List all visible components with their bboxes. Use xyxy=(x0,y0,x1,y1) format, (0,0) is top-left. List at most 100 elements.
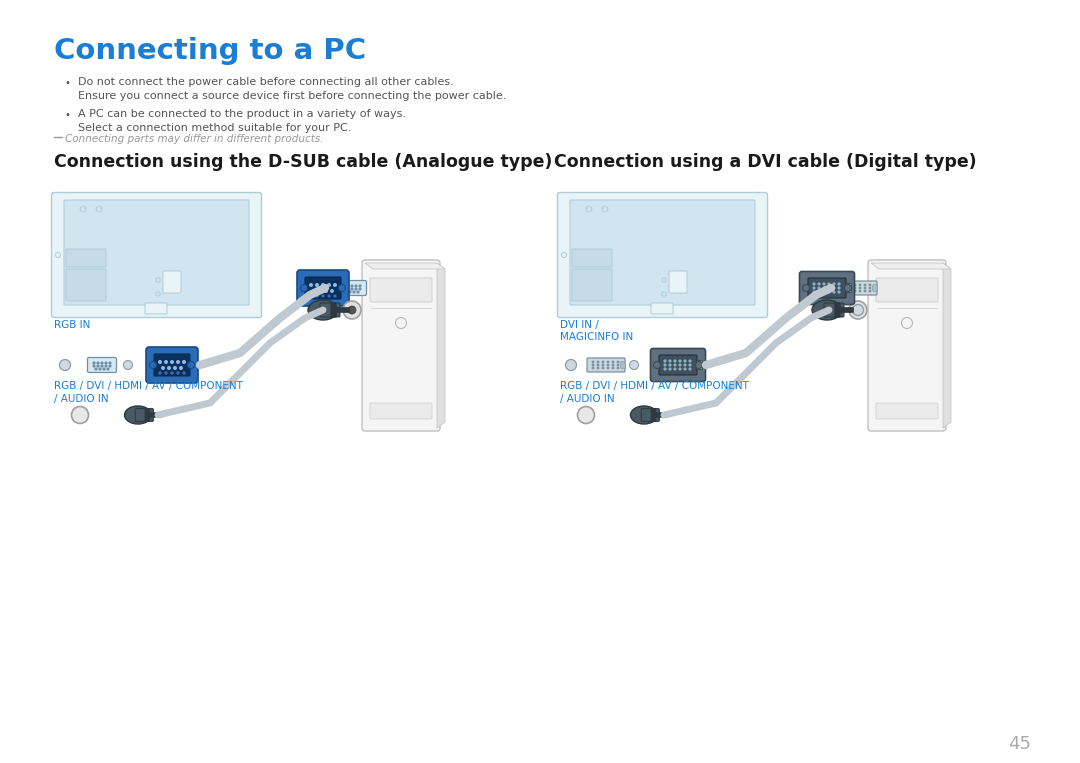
Circle shape xyxy=(597,364,598,365)
Circle shape xyxy=(177,361,179,363)
Circle shape xyxy=(664,360,666,362)
FancyBboxPatch shape xyxy=(297,270,349,306)
Circle shape xyxy=(603,367,604,369)
Circle shape xyxy=(343,301,361,319)
Circle shape xyxy=(359,285,361,287)
Text: •: • xyxy=(64,78,70,88)
Circle shape xyxy=(179,367,183,369)
Circle shape xyxy=(93,362,95,364)
FancyBboxPatch shape xyxy=(873,285,877,291)
Circle shape xyxy=(696,362,702,369)
Ellipse shape xyxy=(124,406,151,424)
Circle shape xyxy=(819,287,820,289)
FancyBboxPatch shape xyxy=(145,408,150,421)
Circle shape xyxy=(351,285,353,287)
FancyBboxPatch shape xyxy=(337,281,366,295)
Circle shape xyxy=(849,290,851,291)
Circle shape xyxy=(330,290,334,292)
FancyBboxPatch shape xyxy=(588,358,625,372)
FancyBboxPatch shape xyxy=(163,271,181,293)
Circle shape xyxy=(833,283,835,285)
Circle shape xyxy=(823,287,825,289)
Circle shape xyxy=(684,360,686,362)
Circle shape xyxy=(349,291,351,293)
FancyBboxPatch shape xyxy=(654,413,667,417)
FancyBboxPatch shape xyxy=(838,307,853,313)
Polygon shape xyxy=(870,263,951,269)
Circle shape xyxy=(353,291,355,293)
Text: / AUDIO IN: / AUDIO IN xyxy=(54,394,109,404)
Circle shape xyxy=(845,285,851,291)
Circle shape xyxy=(689,368,691,370)
Circle shape xyxy=(164,361,167,363)
Circle shape xyxy=(171,372,173,374)
Circle shape xyxy=(838,283,840,285)
FancyBboxPatch shape xyxy=(362,260,440,431)
Circle shape xyxy=(603,364,604,365)
FancyBboxPatch shape xyxy=(370,403,432,419)
Circle shape xyxy=(123,360,133,369)
Circle shape xyxy=(833,291,835,293)
Circle shape xyxy=(165,372,167,374)
FancyBboxPatch shape xyxy=(66,269,106,301)
Circle shape xyxy=(347,285,349,287)
FancyBboxPatch shape xyxy=(146,347,198,383)
Circle shape xyxy=(346,291,347,293)
Circle shape xyxy=(869,290,870,291)
FancyBboxPatch shape xyxy=(651,408,656,421)
Circle shape xyxy=(819,291,820,293)
Text: •: • xyxy=(64,110,70,120)
Text: DVI IN /: DVI IN / xyxy=(561,320,598,330)
Circle shape xyxy=(813,283,815,285)
Circle shape xyxy=(162,367,164,369)
Circle shape xyxy=(159,372,161,374)
Circle shape xyxy=(174,367,176,369)
Text: Connection using a DVI cable (Digital type): Connection using a DVI cable (Digital ty… xyxy=(554,153,976,171)
Circle shape xyxy=(334,284,336,286)
Circle shape xyxy=(674,368,676,370)
FancyBboxPatch shape xyxy=(148,413,162,417)
Circle shape xyxy=(347,304,357,315)
Circle shape xyxy=(653,362,661,369)
Text: RGB / DVI / HDMI / AV / COMPONENT: RGB / DVI / HDMI / AV / COMPONENT xyxy=(54,381,243,391)
Circle shape xyxy=(578,407,594,423)
Circle shape xyxy=(167,367,171,369)
Polygon shape xyxy=(943,263,951,428)
FancyBboxPatch shape xyxy=(808,278,846,298)
Circle shape xyxy=(159,361,161,363)
Circle shape xyxy=(823,291,825,293)
Circle shape xyxy=(828,291,829,293)
Circle shape xyxy=(93,365,95,367)
Circle shape xyxy=(833,287,835,289)
Circle shape xyxy=(322,295,324,297)
Circle shape xyxy=(310,284,312,286)
Circle shape xyxy=(313,290,315,292)
Circle shape xyxy=(102,365,103,367)
FancyBboxPatch shape xyxy=(835,303,840,317)
FancyBboxPatch shape xyxy=(66,249,106,267)
FancyBboxPatch shape xyxy=(642,409,660,421)
Circle shape xyxy=(97,365,99,367)
Circle shape xyxy=(347,288,349,290)
FancyBboxPatch shape xyxy=(87,358,117,372)
Circle shape xyxy=(854,290,855,291)
FancyBboxPatch shape xyxy=(370,278,432,302)
Circle shape xyxy=(188,362,194,369)
Circle shape xyxy=(845,290,846,291)
Circle shape xyxy=(689,360,691,362)
Circle shape xyxy=(355,285,356,287)
Circle shape xyxy=(355,288,356,290)
Circle shape xyxy=(357,291,359,293)
Text: RGB / DVI / HDMI / AV / COMPONENT: RGB / DVI / HDMI / AV / COMPONENT xyxy=(561,381,748,391)
Ellipse shape xyxy=(308,300,338,320)
FancyBboxPatch shape xyxy=(145,303,167,314)
Circle shape xyxy=(310,295,312,297)
Circle shape xyxy=(612,367,613,369)
FancyBboxPatch shape xyxy=(876,403,939,419)
Circle shape xyxy=(828,283,829,285)
Circle shape xyxy=(689,364,691,366)
Polygon shape xyxy=(365,263,445,269)
Circle shape xyxy=(607,364,609,365)
Circle shape xyxy=(316,295,318,297)
Circle shape xyxy=(852,304,864,315)
